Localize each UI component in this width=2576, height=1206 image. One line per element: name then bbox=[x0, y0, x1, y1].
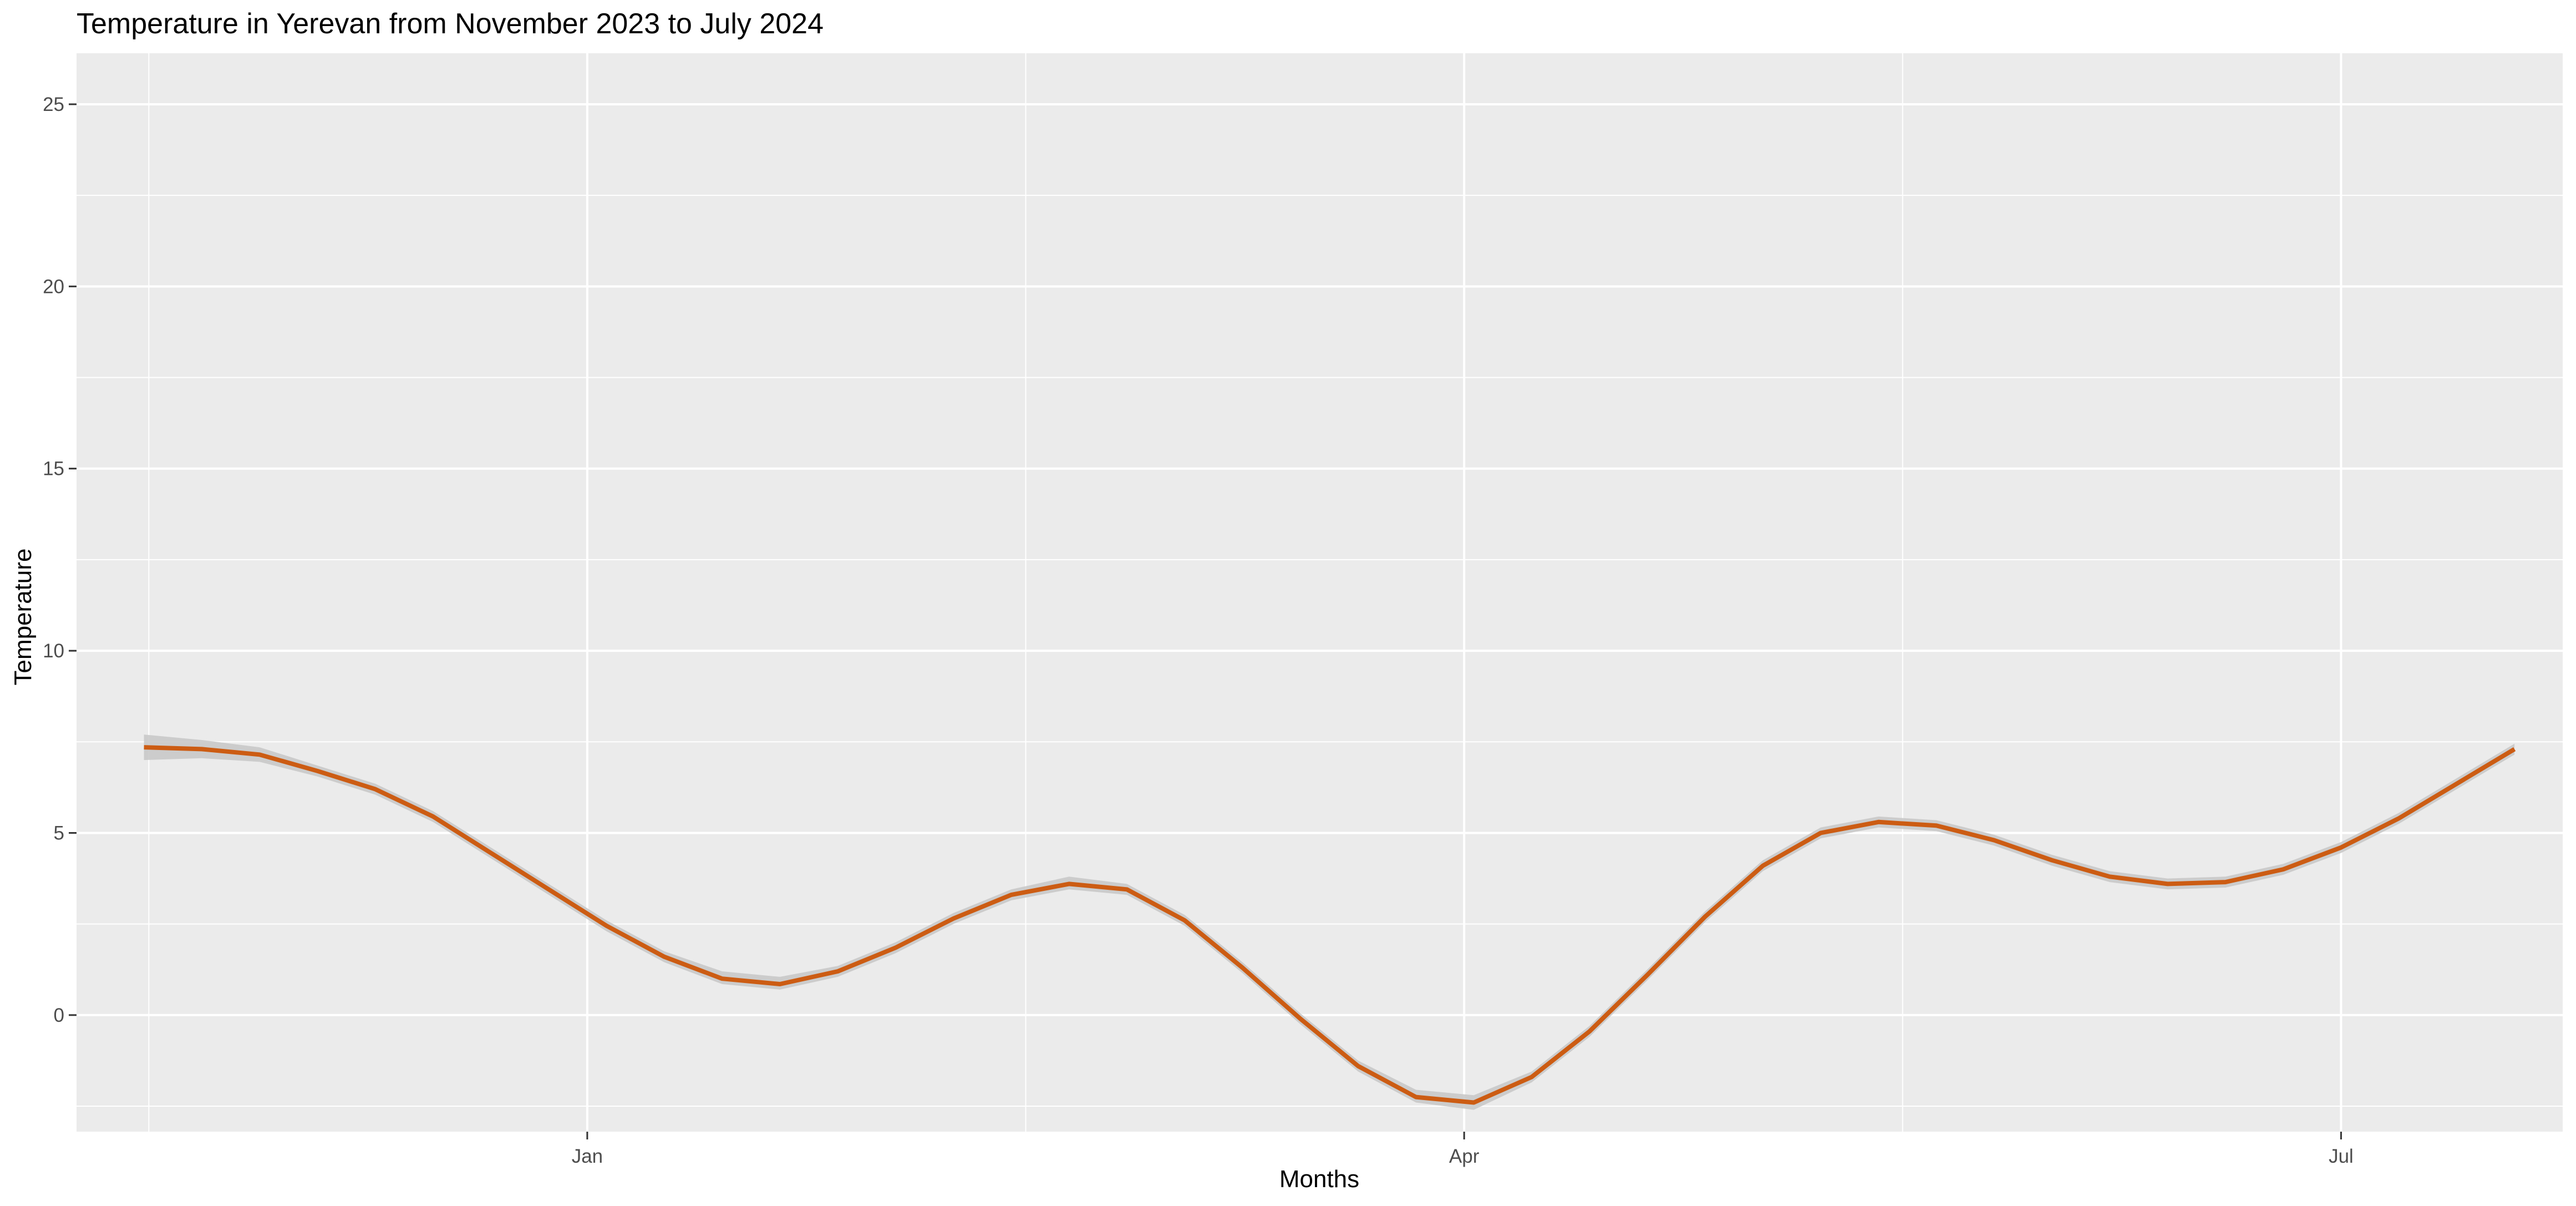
y-tick-label: 15 bbox=[43, 458, 64, 480]
y-tick-label: 25 bbox=[43, 94, 64, 115]
minor-gridlines-x bbox=[148, 53, 1903, 1132]
chart-title: Temperature in Yerevan from November 202… bbox=[77, 8, 824, 40]
y-axis-title: Temperature bbox=[9, 548, 37, 685]
x-tick-label: Apr bbox=[1449, 1146, 1480, 1167]
x-tick-label: Jul bbox=[2329, 1146, 2354, 1167]
y-axis-ticks: 0 5 10 15 20 25 bbox=[43, 94, 77, 1026]
y-tick-label: 10 bbox=[43, 640, 64, 662]
y-tick-label: 5 bbox=[54, 822, 64, 844]
confidence-band bbox=[144, 734, 2515, 1110]
major-gridlines-y bbox=[77, 103, 2563, 1016]
smoothed-series-line bbox=[144, 745, 2516, 1105]
major-gridlines-x bbox=[586, 53, 2343, 1132]
x-tick-label: Jan bbox=[572, 1146, 603, 1167]
y-tick-label: 20 bbox=[43, 276, 64, 297]
x-axis-title: Months bbox=[1279, 1166, 1359, 1193]
minor-gridlines-y bbox=[77, 195, 2563, 1107]
y-tick-label: 0 bbox=[54, 1005, 64, 1026]
x-axis-ticks: Jan Apr Jul bbox=[572, 1132, 2354, 1167]
plot-panel bbox=[77, 53, 2563, 1132]
